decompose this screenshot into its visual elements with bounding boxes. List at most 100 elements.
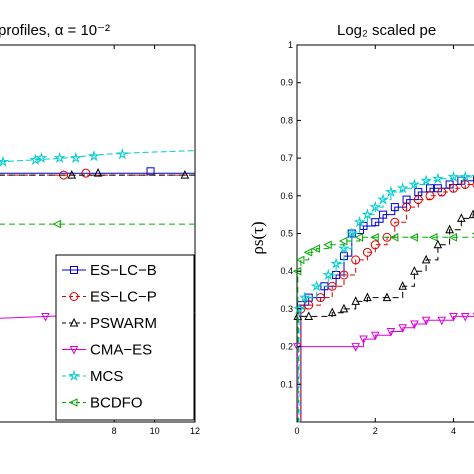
- legend-box: [55, 254, 195, 421]
- right-point-mcs: [459, 170, 472, 183]
- right-point-mcs: [322, 268, 335, 281]
- right-point-mcs: [310, 280, 323, 292]
- right-point-es-lc-p: [472, 181, 474, 188]
- left-point-pswarm: [93, 168, 103, 177]
- left-chart-panel: profiles, α = 10⁻² 8 10 12 ES−LC−B ES−LC−P P…: [0, 22, 200, 436]
- right-point-pswarm: [410, 266, 419, 275]
- right-series-line-bcdfo: [297, 236, 474, 423]
- right-y-tick-label: 0.6: [280, 191, 293, 201]
- legend-label-mcs: MCS: [90, 368, 123, 385]
- right-series-es-lc-p: [296, 179, 474, 423]
- right-series-bcdfo: [292, 232, 474, 423]
- right-y-tick-label: 0.7: [280, 153, 293, 163]
- left-point-mcs: [29, 153, 42, 166]
- right-series-line-cma-es: [296, 315, 474, 423]
- right-point-mcs: [377, 193, 390, 205]
- right-y-tick-label: 0.8: [280, 115, 293, 125]
- right-point-es-lc-p: [425, 191, 435, 201]
- right-point-pswarm: [363, 292, 372, 302]
- right-point-pswarm: [339, 303, 349, 313]
- left-x-tick-label: 12: [190, 426, 200, 436]
- right-point-cma-es: [359, 335, 368, 345]
- right-point-pswarm: [304, 311, 314, 320]
- left-point-pswarm: [67, 169, 77, 179]
- right-point-mcs: [420, 174, 433, 186]
- legend-marker-mcs: [67, 369, 81, 382]
- left-series-pswarm: [0, 168, 195, 179]
- right-point-bcdfo: [338, 236, 348, 246]
- left-point-mcs: [87, 149, 100, 162]
- right-point-cma-es: [460, 312, 470, 322]
- left-point-pswarm: [180, 169, 190, 179]
- right-point-pswarm: [351, 296, 361, 305]
- right-point-pswarm: [468, 209, 474, 219]
- right-point-mcs: [298, 291, 311, 303]
- right-point-mcs: [396, 182, 409, 194]
- right-point-mcs: [361, 208, 374, 220]
- right-chart-panel: Log₂ scaled pe 0 2 40.10.20.30.40.50.60.70…: [248, 22, 474, 436]
- right-point-mcs: [431, 172, 444, 184]
- right-x-tick-label: 4: [451, 426, 456, 436]
- legend-label-cma-es: CMA−ES: [90, 342, 152, 359]
- legend-marker-es-lc-p: [69, 292, 79, 301]
- right-point-es-lc-p: [304, 300, 314, 310]
- right-point-es-lc-p: [390, 217, 400, 227]
- right-point-pswarm: [382, 292, 392, 302]
- right-point-bcdfo: [354, 232, 364, 242]
- right-point-bcdfo: [311, 244, 321, 253]
- right-series-line-mcs: [297, 176, 474, 423]
- right-y-tick-label: 0.1: [280, 379, 293, 389]
- left-point-mcs: [69, 151, 82, 164]
- right-point-bcdfo: [389, 232, 399, 242]
- left-point-mcs: [53, 151, 66, 164]
- right-point-bcdfo: [303, 248, 313, 257]
- right-point-es-lc-p: [460, 179, 470, 189]
- left-point-cma-es: [41, 312, 50, 322]
- right-point-bcdfo: [428, 232, 438, 242]
- right-point-es-lc-p: [370, 240, 380, 250]
- right-point-bcdfo: [295, 255, 305, 265]
- legend-marker-pswarm: [69, 317, 79, 327]
- right-point-es-lc-b: [390, 203, 399, 212]
- right-y-tick-label: 0.3: [280, 304, 293, 314]
- left-point-bcdfo: [52, 219, 62, 229]
- legend-marker-bcdfo: [68, 398, 78, 407]
- right-point-mcs: [384, 185, 397, 198]
- right-series-cma-es: [293, 312, 474, 423]
- right-x-tick-label: 0: [294, 426, 299, 436]
- right-point-mcs: [292, 302, 305, 314]
- right-series-mcs: [292, 170, 474, 423]
- right-series-line-es-lc-p: [297, 184, 474, 423]
- left-point-mcs: [116, 147, 129, 160]
- left-x-tick-label: 10: [150, 426, 160, 436]
- right-y-tick-label: 1: [288, 40, 293, 50]
- right-x-tick-label: 2: [373, 426, 378, 436]
- right-point-es-lc-b: [379, 210, 388, 219]
- right-point-mcs: [408, 178, 421, 190]
- left-series-bcdfo: [0, 219, 195, 229]
- right-y-tick-label: 0.5: [280, 229, 293, 239]
- right-point-es-lc-p: [437, 187, 447, 197]
- legend: ES−LC−B ES−LC−P PSWARM CMA−ES MCS BCDFO: [55, 254, 195, 421]
- right-point-es-lc-p: [402, 202, 412, 212]
- right-point-cma-es: [449, 312, 458, 322]
- right-point-pswarm: [421, 254, 431, 264]
- legend-marker-cma-es: [69, 346, 79, 355]
- right-point-mcs: [337, 242, 350, 254]
- right-point-mcs: [369, 200, 382, 213]
- left-x-tick-label: 8: [112, 426, 117, 436]
- right-point-bcdfo: [370, 232, 379, 242]
- right-point-pswarm: [398, 281, 407, 290]
- right-chart-title: Log₂ scaled pe: [337, 22, 436, 39]
- left-plot-frame: [0, 44, 196, 423]
- right-point-mcs: [330, 257, 343, 269]
- right-point-mcs: [353, 215, 366, 228]
- right-point-cma-es: [386, 328, 396, 337]
- right-point-cma-es: [398, 324, 407, 333]
- right-point-mcs: [447, 170, 460, 183]
- right-point-mcs: [345, 227, 358, 239]
- left-point-mcs: [0, 155, 10, 168]
- right-point-es-lc-p: [362, 247, 372, 257]
- right-point-bcdfo: [323, 240, 332, 250]
